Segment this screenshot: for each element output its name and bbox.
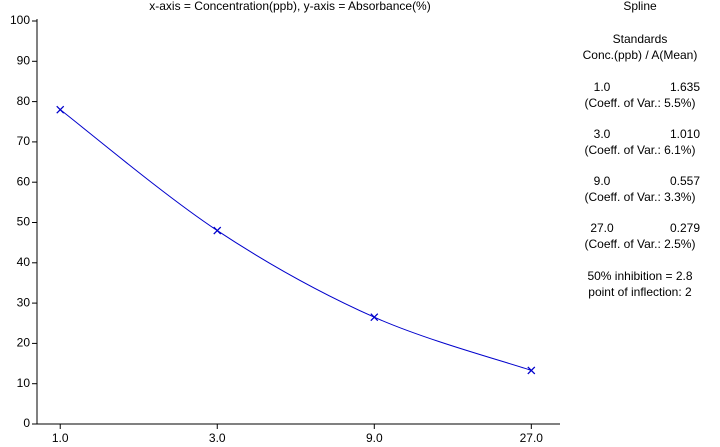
y-tick-label: 90 (17, 53, 31, 67)
std-conc: 27.0 (590, 221, 614, 235)
std-mean: 0.557 (670, 174, 700, 188)
marker (56, 105, 65, 114)
y-tick-label: 80 (17, 94, 31, 108)
y-tick-label: 60 (17, 174, 31, 188)
std-mean: 0.279 (670, 221, 700, 235)
marker (370, 313, 379, 322)
std-conc: 1.0 (594, 80, 611, 94)
inhibition: 50% inhibition = 2.8 (587, 269, 692, 283)
std-cv: (Coeff. of Var.: 3.3%) (585, 190, 696, 204)
panel-heading: Standards (613, 32, 668, 46)
y-tick-label: 30 (17, 295, 31, 309)
y-tick-label: 20 (17, 336, 31, 350)
curve (59, 109, 532, 371)
x-tick-label: 27.0 (520, 431, 544, 445)
y-tick-label: 40 (17, 255, 31, 269)
x-tick-label: 9.0 (366, 431, 383, 445)
std-cv: (Coeff. of Var.: 5.5%) (585, 96, 696, 110)
x-tick-label: 1.0 (52, 431, 69, 445)
y-tick-label: 10 (17, 376, 31, 390)
chart-title: x-axis = Concentration(ppb), y-axis = Ab… (149, 0, 430, 13)
y-tick-label: 50 (17, 215, 31, 229)
y-tick-label: 100 (10, 13, 30, 27)
panel-title: Spline (623, 0, 657, 13)
std-cv: (Coeff. of Var.: 6.1%) (585, 143, 696, 157)
std-mean: 1.635 (670, 80, 700, 94)
std-conc: 9.0 (594, 174, 611, 188)
y-tick-label: 70 (17, 134, 31, 148)
inflection: point of inflection: 2 (588, 285, 692, 299)
std-conc: 3.0 (594, 127, 611, 141)
std-cv: (Coeff. of Var.: 2.5%) (585, 237, 696, 251)
y-tick-label: 0 (23, 416, 30, 430)
marker (213, 226, 222, 235)
marker (527, 366, 536, 375)
x-tick-label: 3.0 (209, 431, 226, 445)
panel-columns: Conc.(ppb) / A(Mean) (583, 48, 698, 62)
std-mean: 1.010 (670, 127, 700, 141)
